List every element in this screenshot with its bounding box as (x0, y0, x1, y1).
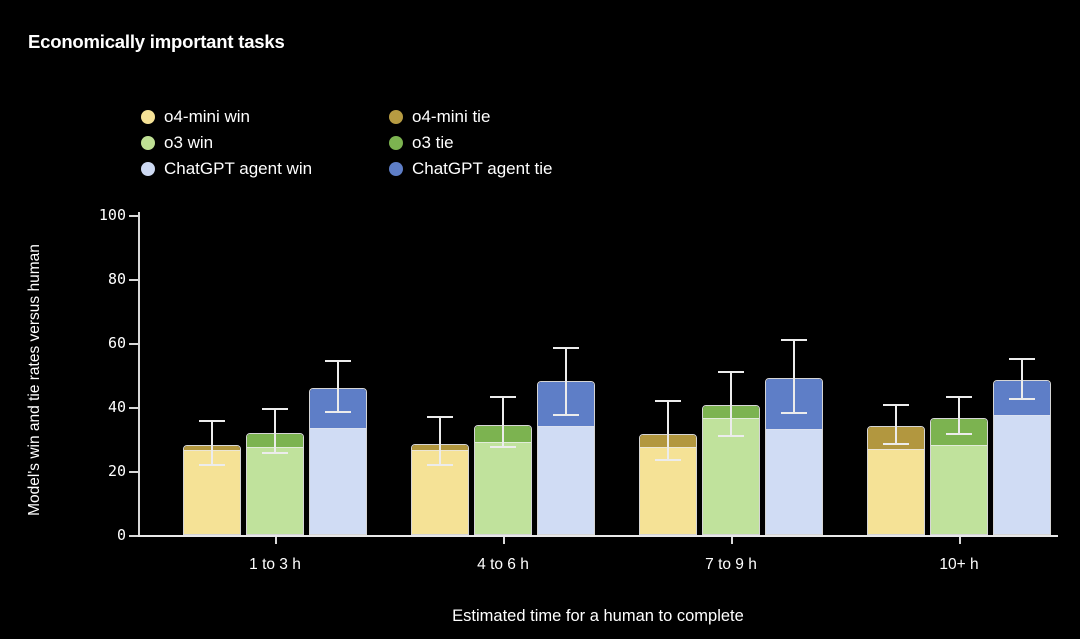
legend-dot-icon (141, 110, 155, 124)
y-tick-label: 40 (107, 398, 126, 416)
error-bar-cap-top (427, 415, 453, 418)
error-bar-cap-bottom (325, 410, 351, 413)
error-bar-cap-bottom (262, 452, 288, 455)
error-bar-line (211, 421, 213, 465)
legend-label: o4-mini tie (412, 107, 491, 126)
error-bar-line (667, 400, 669, 460)
y-tick (129, 279, 138, 281)
legend-item: o3 tie (389, 130, 553, 156)
error-bar-line (274, 408, 276, 454)
legend-dot-icon (389, 110, 403, 124)
legend-item: o3 win (141, 130, 312, 156)
legend-label: ChatGPT agent tie (412, 159, 553, 178)
error-bar-cap-bottom (883, 442, 909, 445)
y-tick-label: 0 (116, 526, 126, 544)
legend-label: o4-mini win (164, 107, 250, 126)
x-tick (275, 536, 277, 544)
error-bar-line (958, 397, 960, 435)
error-bar-cap-top (883, 404, 909, 407)
legend-dot-icon (389, 136, 403, 150)
bar-win-segment (475, 443, 531, 534)
legend-column: o4-mini win o3 win ChatGPT agent win (141, 104, 312, 182)
legend-label: ChatGPT agent win (164, 159, 313, 178)
bar-chatgpt-agent (993, 379, 1051, 535)
error-bar-line (895, 405, 897, 444)
error-bar-cap-top (553, 346, 579, 349)
error-bar-cap-top (655, 399, 681, 402)
error-bar-cap-top (262, 407, 288, 410)
bar-win-segment (640, 447, 696, 534)
x-tick (959, 536, 961, 544)
x-axis-baseline (138, 535, 1058, 537)
y-tick (129, 471, 138, 473)
error-bar-line (439, 416, 441, 465)
bar-win-segment (868, 449, 924, 534)
legend-item: ChatGPT agent tie (389, 156, 553, 182)
legend-dot-icon (141, 136, 155, 150)
legend-item: o4-mini win (141, 104, 312, 130)
y-tick (129, 215, 138, 217)
bar-win-segment (310, 428, 366, 534)
error-bar-cap-bottom (781, 412, 807, 415)
x-tick (731, 536, 733, 544)
y-tick-label: 80 (107, 270, 126, 288)
bar-o3 (474, 424, 532, 535)
bar-win-segment (703, 419, 759, 534)
y-tick (129, 407, 138, 409)
bar-win-segment (931, 446, 987, 534)
error-bar-cap-bottom (553, 414, 579, 416)
y-tick (129, 535, 138, 537)
error-bar-cap-top (325, 359, 351, 362)
bar-win-segment (766, 430, 822, 534)
y-axis-label: Model's win and tie rates versus human (26, 244, 43, 516)
bar-win-segment (994, 415, 1050, 534)
error-bar-cap-bottom (490, 446, 516, 448)
error-bar-cap-top (490, 396, 516, 399)
y-tick-label: 60 (107, 334, 126, 352)
x-tick-label: 1 to 3 h (249, 556, 301, 573)
error-bar-cap-top (946, 396, 972, 399)
error-bar-cap-bottom (1009, 398, 1035, 400)
x-tick (503, 536, 505, 544)
bar-win-segment (538, 427, 594, 534)
legend-label: o3 win (164, 133, 214, 152)
bar-o3 (702, 405, 760, 535)
legend-item: o4-mini tie (389, 104, 553, 130)
legend-column: o4-mini tie o3 tie ChatGPT agent tie (389, 104, 553, 182)
legend-label: o3 tie (412, 133, 454, 152)
bar-o3 (930, 418, 988, 535)
error-bar-line (565, 347, 567, 415)
error-bar-cap-bottom (427, 463, 453, 466)
x-tick-label: 10+ h (939, 556, 979, 573)
y-tick-label: 20 (107, 462, 126, 480)
chart-title: Economically important tasks (28, 31, 285, 52)
error-bar-cap-bottom (199, 463, 225, 466)
error-bar-line (337, 360, 339, 412)
error-bar-line (730, 371, 732, 436)
x-tick-label: 4 to 6 h (477, 556, 529, 573)
legend-item: ChatGPT agent win (141, 156, 312, 182)
error-bar-line (793, 339, 795, 414)
y-tick-label: 100 (98, 206, 126, 224)
error-bar-cap-bottom (718, 434, 744, 437)
error-bar-line (502, 397, 504, 447)
legend-dot-icon (141, 162, 155, 176)
x-tick-label: 7 to 9 h (705, 556, 757, 573)
x-axis-title: Estimated time for a human to complete (452, 607, 744, 625)
error-bar-cap-top (199, 420, 225, 423)
error-bar-line (1021, 359, 1023, 399)
error-bar-cap-top (781, 338, 807, 341)
error-bar-cap-bottom (946, 433, 972, 436)
error-bar-cap-bottom (655, 458, 681, 461)
legend-dot-icon (389, 162, 403, 176)
error-bar-cap-top (718, 370, 744, 373)
bar-win-segment (247, 447, 303, 534)
y-axis-spine (138, 212, 140, 535)
error-bar-cap-top (1009, 358, 1035, 360)
y-tick (129, 343, 138, 345)
